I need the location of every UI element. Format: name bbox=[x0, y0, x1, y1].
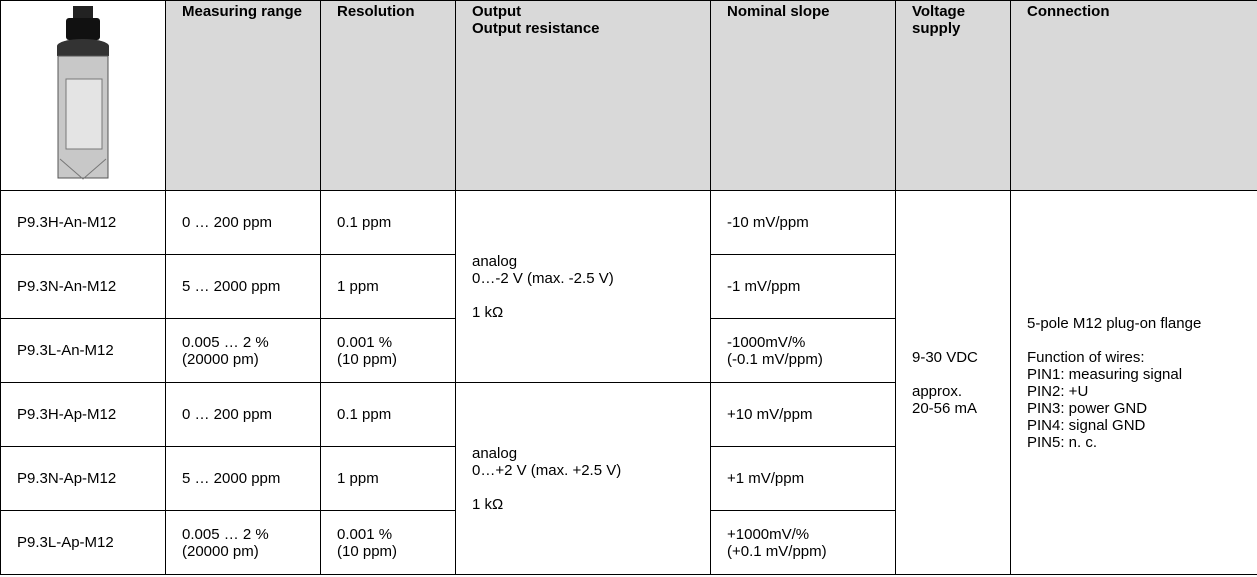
resolution-cell: 0.001 % (10 ppm) bbox=[320, 318, 456, 383]
output-cell: analog 0…-2 V (max. -2.5 V) 1 kΩ bbox=[455, 190, 711, 383]
model-cell: P9.3N-An-M12 bbox=[0, 254, 166, 319]
header-cell: Voltage supply bbox=[895, 0, 1011, 191]
header-text: Connection bbox=[1027, 3, 1110, 20]
resolution-cell: 0.001 % (10 ppm) bbox=[320, 510, 456, 575]
wires-title: Function of wires: bbox=[1027, 348, 1145, 366]
model-cell: P9.3H-An-M12 bbox=[0, 190, 166, 255]
supply-voltage: 9-30 VDC bbox=[912, 348, 978, 366]
range-cell: 0 … 200 ppm bbox=[165, 382, 321, 447]
model-cell: P9.3N-Ap-M12 bbox=[0, 446, 166, 511]
header-cell: Output Output resistance bbox=[455, 0, 711, 191]
cell-text: 1 ppm bbox=[337, 278, 379, 295]
cell-text: 0.1 ppm bbox=[337, 214, 392, 231]
output-kind: analog bbox=[472, 444, 518, 462]
resolution-cell: 0.1 ppm bbox=[320, 382, 456, 447]
cell-text: 0.005 … 2 % bbox=[182, 525, 269, 543]
connector bbox=[66, 17, 100, 40]
model-cell: P9.3L-An-M12 bbox=[0, 318, 166, 383]
header-cell: Resolution bbox=[320, 0, 456, 191]
output-kind: analog bbox=[472, 252, 518, 270]
cell-text: (-0.1 mV/ppm) bbox=[727, 350, 823, 368]
model-cell: P9.3H-Ap-M12 bbox=[0, 382, 166, 447]
header-cell: Measuring range bbox=[165, 0, 321, 191]
slope-cell: +1 mV/ppm bbox=[710, 446, 896, 511]
output-resistance: 1 kΩ bbox=[472, 495, 504, 513]
slope-cell: +1000mV/% (+0.1 mV/ppm) bbox=[710, 510, 896, 575]
supply-cell: 9-30 VDC approx. 20-56 mA bbox=[895, 190, 1011, 575]
range-cell: 5 … 2000 ppm bbox=[165, 446, 321, 511]
cell-text: (10 ppm) bbox=[337, 350, 398, 368]
cell-text: 5 … 2000 ppm bbox=[182, 470, 281, 487]
body-row: P9.3L-Ap-M12 0.005 … 2 % (20000 pm) 0.001 %… bbox=[0, 510, 1257, 575]
cell-text: +10 mV/ppm bbox=[727, 406, 813, 423]
sensor-image bbox=[57, 5, 109, 180]
range-cell: 0.005 … 2 % (20000 pm) bbox=[165, 510, 321, 575]
sensor-image-cell bbox=[0, 0, 166, 191]
cell-text: (20000 pm) bbox=[182, 350, 259, 368]
slope-cell: -1 mV/ppm bbox=[710, 254, 896, 319]
supply-current: 20-56 mA bbox=[912, 399, 978, 417]
range-cell: 0.005 … 2 % (20000 pm) bbox=[165, 318, 321, 383]
header-cell: Nominal slope bbox=[710, 0, 896, 191]
cell-text: -1 mV/ppm bbox=[727, 278, 801, 295]
cell-text: 0 … 200 ppm bbox=[182, 214, 273, 231]
range-cell: 0 … 200 ppm bbox=[165, 190, 321, 255]
header-row: Measuring range Resolution Output Output re… bbox=[0, 0, 1257, 191]
output-range: 0…-2 V (max. -2.5 V) bbox=[472, 269, 614, 287]
header-text: Resolution bbox=[337, 3, 415, 20]
wire-text: PIN4: signal GND bbox=[1027, 416, 1146, 434]
header-text: Measuring range bbox=[182, 3, 303, 20]
body-row: P9.3N-Ap-M12 5 … 2000 ppm 1 ppm +1 mV/ppm bbox=[0, 446, 1257, 511]
cell-text: (10 ppm) bbox=[337, 542, 398, 560]
header-cell: Connection bbox=[1010, 0, 1257, 191]
slope-cell: -10 mV/ppm bbox=[710, 190, 896, 255]
model-cell: P9.3L-Ap-M12 bbox=[0, 510, 166, 575]
supply-current: approx. bbox=[912, 382, 963, 400]
wire-text: PIN3: power GND bbox=[1027, 399, 1148, 417]
resolution-cell: 1 ppm bbox=[320, 254, 456, 319]
range-cell: 5 … 2000 ppm bbox=[165, 254, 321, 319]
resolution-cell: 1 ppm bbox=[320, 446, 456, 511]
output-cell: analog 0…+2 V (max. +2.5 V) 1 kΩ bbox=[455, 382, 711, 575]
tip bbox=[59, 158, 107, 180]
header-text: Output resistance bbox=[472, 20, 600, 37]
connection-cell: 5-pole M12 plug-on flange Function of wir… bbox=[1010, 190, 1257, 575]
cell-text: -10 mV/ppm bbox=[727, 214, 809, 231]
header-text: Nominal slope bbox=[727, 3, 830, 20]
cell-text: 0 … 200 ppm bbox=[182, 406, 273, 423]
output-resistance: 1 kΩ bbox=[472, 303, 504, 321]
connection-plug: 5-pole M12 plug-on flange bbox=[1027, 314, 1202, 332]
body-row: P9.3H-An-M12 0 … 200 ppm 0.1 ppm analog 0…-2… bbox=[0, 190, 1257, 575]
wire-text: PIN1: measuring signal bbox=[1027, 365, 1183, 383]
cell-text: 0.001 % bbox=[337, 333, 393, 351]
cell-text: 0.005 … 2 % bbox=[182, 333, 269, 351]
cell-text: -1000mV/% bbox=[727, 333, 806, 351]
cell-text: (+0.1 mV/ppm) bbox=[727, 542, 827, 560]
connector-pins bbox=[73, 5, 93, 20]
label-area bbox=[65, 78, 103, 149]
wire-text: PIN2: +U bbox=[1027, 382, 1089, 400]
cell-text: 0.001 % bbox=[337, 525, 393, 543]
output-range: 0…+2 V (max. +2.5 V) bbox=[472, 461, 622, 479]
cell-text: 1 ppm bbox=[337, 470, 379, 487]
slope-cell: +10 mV/ppm bbox=[710, 382, 896, 447]
cell-text: +1000mV/% bbox=[727, 525, 810, 543]
header-text: Output bbox=[472, 3, 522, 20]
body-row: P9.3H-Ap-M12 0 … 200 ppm 0.1 ppm analog 0…+2… bbox=[0, 382, 1257, 575]
cell-text: 5 … 2000 ppm bbox=[182, 278, 281, 295]
flange-body bbox=[57, 45, 109, 56]
cell-text: +1 mV/ppm bbox=[727, 470, 805, 487]
slope-cell: -1000mV/% (-0.1 mV/ppm) bbox=[710, 318, 896, 383]
header-text: Voltage supply bbox=[912, 3, 966, 37]
resolution-cell: 0.1 ppm bbox=[320, 190, 456, 255]
cell-text: (20000 pm) bbox=[182, 542, 259, 560]
cell-text: 0.1 ppm bbox=[337, 406, 392, 423]
wire-text: PIN5: n. c. bbox=[1027, 433, 1098, 451]
